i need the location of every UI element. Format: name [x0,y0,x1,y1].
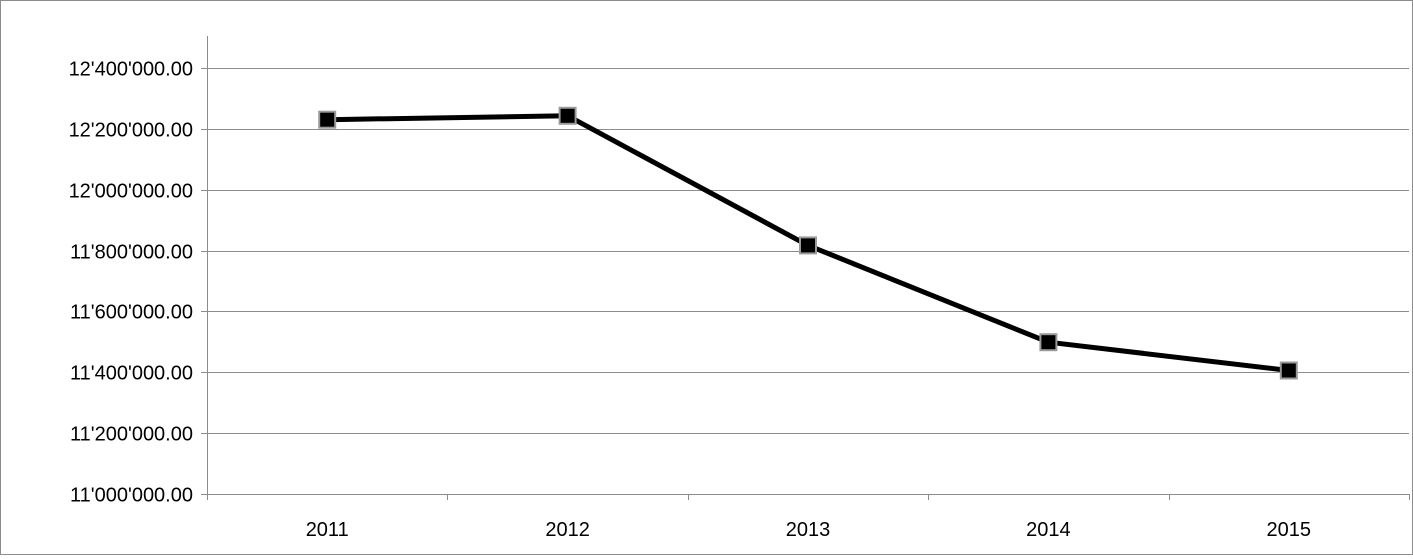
y-tick-label: 11'800'000.00 [70,242,193,264]
data-point-2015 [1279,361,1298,380]
x-tick-label: 2014 [1026,519,1071,541]
y-tick-label: 11'000'000.00 [70,485,193,507]
data-point-2012 [558,106,577,125]
y-tick-label: 12'200'000.00 [69,120,193,142]
x-tick-label: 2011 [306,519,349,541]
data-point-2014 [1039,333,1058,352]
x-tick-label: 2012 [545,519,590,541]
x-tick-label: 2015 [1267,519,1312,541]
y-tick-label: 11'600'000.00 [70,302,193,324]
y-axis-tick-labels: 11'000'000.00 11'200'000.00 11'400'000.00 1… [69,59,193,507]
axes [201,36,1410,500]
x-tick-label: 2013 [786,519,831,541]
y-tick-label: 12'400'000.00 [69,59,193,81]
series-layer [318,106,1298,380]
gridlines [207,68,1409,434]
data-point-2013 [799,236,817,255]
x-axis-tick-labels: 2011 2012 2013 2014 2015 [306,519,1311,541]
y-tick-label: 11'400'000.00 [70,363,193,385]
y-tick-label: 11'200'000.00 [70,424,193,446]
y-tick-label: 12'000'000.00 [69,181,193,203]
data-point-2011 [318,110,337,129]
